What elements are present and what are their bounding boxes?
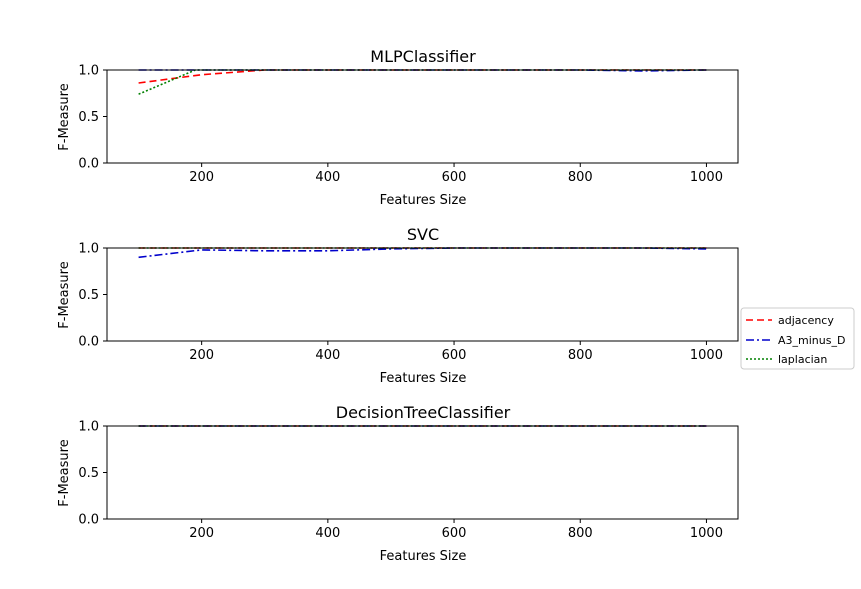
subplot-svc: SVC Features Size F-Measure 200 400 600 800… (57, 225, 739, 386)
y-axis-label: F-Measure (57, 83, 72, 150)
y-tick-label: 0.5 (78, 466, 99, 481)
x-tick-label: 1000 (690, 526, 723, 541)
legend-box (740, 307, 855, 370)
x-axis-label: Features Size (380, 193, 467, 208)
subplot-decisiontreeclassifier: DecisionTreeClassifier Features Size F-M… (57, 403, 739, 564)
plot-area: 200 400 600 800 1000 0.0 0.5 1.0 (78, 64, 739, 185)
y-tick-label: 0.5 (78, 288, 99, 303)
x-tick-label: 600 (442, 348, 467, 363)
legend-label: A3_minus_D (778, 334, 845, 347)
x-tick-label: 400 (315, 170, 340, 185)
legend-label: laplacian (778, 353, 827, 366)
legend-item-laplacian: laplacian (746, 353, 827, 366)
legend-item-a3-minus-d: A3_minus_D (746, 334, 845, 347)
legend-item-adjacency: adjacency (746, 314, 834, 327)
x-tick-label: 600 (442, 526, 467, 541)
legend-label: adjacency (778, 314, 834, 327)
subplot-title: DecisionTreeClassifier (336, 403, 511, 422)
plot-area: 200 400 600 800 1000 0.0 0.5 1.0 (78, 242, 739, 363)
x-tick-label: 800 (568, 170, 593, 185)
x-tick-label: 200 (189, 348, 214, 363)
legend: adjacency A3_minus_D laplacian (740, 307, 855, 370)
x-tick-label: 400 (315, 348, 340, 363)
x-tick-label: 600 (442, 170, 467, 185)
plot-area: 200 400 600 800 1000 0.0 0.5 1.0 (78, 420, 739, 541)
y-tick-label: 0.0 (78, 157, 99, 172)
y-tick-label: 0.0 (78, 335, 99, 350)
subplot-title: MLPClassifier (370, 47, 476, 66)
x-tick-label: 200 (189, 526, 214, 541)
y-axis-label: F-Measure (57, 261, 72, 328)
x-axis-label: Features Size (380, 549, 467, 564)
y-tick-label: 1.0 (78, 64, 99, 79)
x-axis-label: Features Size (380, 371, 467, 386)
x-tick-label: 400 (315, 526, 340, 541)
subplot-mlpclassifier: MLPClassifier Features Size F-Measure 20… (57, 47, 739, 208)
x-tick-label: 1000 (690, 170, 723, 185)
y-tick-label: 1.0 (78, 420, 99, 435)
subplot-title: SVC (407, 225, 439, 244)
x-tick-label: 800 (568, 348, 593, 363)
x-tick-label: 800 (568, 526, 593, 541)
y-tick-label: 1.0 (78, 242, 99, 257)
x-tick-label: 1000 (690, 348, 723, 363)
x-tick-label: 200 (189, 170, 214, 185)
y-tick-label: 0.0 (78, 513, 99, 528)
y-axis-label: F-Measure (57, 439, 72, 506)
y-tick-label: 0.5 (78, 110, 99, 125)
